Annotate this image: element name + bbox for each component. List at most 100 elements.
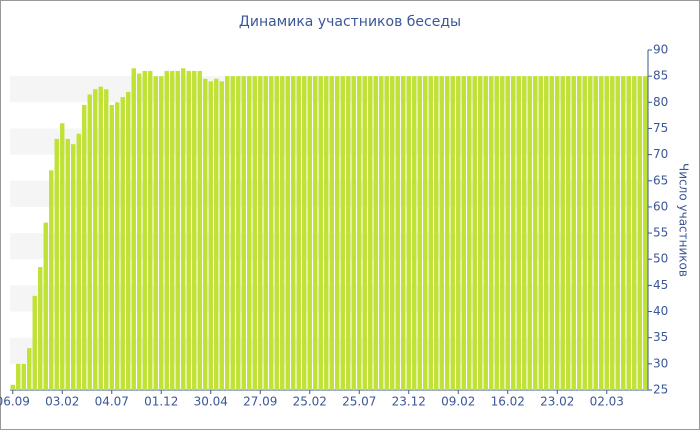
bar	[494, 76, 499, 391]
bar	[357, 76, 362, 391]
bar	[560, 76, 565, 391]
bar	[181, 68, 186, 391]
bar	[60, 123, 65, 390]
y-tick-label: 50	[653, 252, 668, 266]
bar	[505, 76, 510, 391]
bar	[38, 267, 43, 390]
y-tick-label: 70	[653, 147, 668, 161]
x-tick-label: 23.02	[540, 395, 574, 409]
bar	[516, 76, 521, 391]
bar	[65, 138, 70, 390]
x-tick-label: 16.02	[491, 395, 525, 409]
bar	[362, 76, 367, 391]
bar	[588, 76, 593, 391]
bar	[417, 76, 422, 391]
bar	[126, 91, 131, 390]
bar	[197, 70, 202, 390]
bar	[49, 170, 54, 390]
bar	[401, 76, 406, 391]
bar	[307, 76, 312, 391]
bar	[115, 102, 120, 391]
bar	[131, 68, 136, 391]
bar	[54, 138, 59, 390]
bar	[511, 76, 516, 391]
bar	[599, 76, 604, 391]
bar	[445, 76, 450, 391]
bar	[98, 86, 103, 390]
bar	[32, 295, 37, 390]
bar	[252, 76, 257, 391]
x-tick-label: 03.02	[45, 395, 79, 409]
bar	[610, 76, 615, 391]
bar	[208, 81, 213, 390]
bar	[406, 76, 411, 391]
bar	[27, 348, 32, 390]
bar	[142, 70, 147, 390]
x-tick-label: 06.09	[0, 395, 30, 409]
bar	[522, 76, 527, 391]
bar	[87, 94, 92, 390]
bar	[109, 104, 114, 390]
y-axis-label: Число участников	[677, 163, 691, 277]
x-tick-label: 02.03	[590, 395, 624, 409]
x-tick-label: 25.07	[342, 395, 376, 409]
bar	[230, 76, 235, 391]
bar	[472, 76, 477, 391]
bar	[489, 76, 494, 391]
bar	[324, 76, 329, 391]
bar	[10, 384, 15, 390]
y-tick-label: 80	[653, 95, 668, 109]
x-tick-label: 23.12	[392, 395, 426, 409]
bar	[395, 76, 400, 391]
bar	[527, 76, 532, 391]
bar	[461, 76, 466, 391]
bar	[247, 76, 252, 391]
y-tick-label: 45	[653, 278, 668, 292]
bar	[280, 76, 285, 391]
bar	[571, 76, 576, 391]
bar	[137, 73, 142, 391]
bar	[390, 76, 395, 391]
y-tick-label: 40	[653, 304, 668, 318]
bar	[434, 76, 439, 391]
bar	[593, 76, 598, 391]
bar	[379, 76, 384, 391]
bar	[456, 76, 461, 391]
bar	[483, 76, 488, 391]
bar	[120, 97, 125, 391]
x-tick-label: 30.04	[194, 395, 228, 409]
bar	[21, 363, 26, 390]
bar	[263, 76, 268, 391]
x-tick-label: 04.07	[95, 395, 129, 409]
y-tick-label: 25	[653, 383, 668, 397]
bar	[538, 76, 543, 391]
bar	[643, 76, 648, 391]
bar	[285, 76, 290, 391]
bar	[632, 76, 637, 391]
bar	[555, 76, 560, 391]
bar	[428, 76, 433, 391]
bar	[439, 76, 444, 391]
y-tick-label: 55	[653, 226, 668, 240]
x-tick-label: 25.02	[293, 395, 327, 409]
bar	[423, 76, 428, 391]
bar	[351, 76, 356, 391]
bar	[604, 76, 609, 391]
bar	[159, 76, 164, 391]
x-tick-label: 01.12	[144, 395, 178, 409]
bar	[549, 76, 554, 391]
bar	[467, 76, 472, 391]
bar	[153, 76, 158, 391]
bar	[478, 76, 483, 391]
bar	[577, 76, 582, 391]
bar	[582, 76, 587, 391]
bar	[241, 76, 246, 391]
bar	[219, 81, 224, 390]
bar	[274, 76, 279, 391]
bar	[170, 70, 175, 390]
y-tick-label: 65	[653, 173, 668, 187]
bar	[164, 70, 169, 390]
bar	[450, 76, 455, 391]
bar	[621, 76, 626, 391]
